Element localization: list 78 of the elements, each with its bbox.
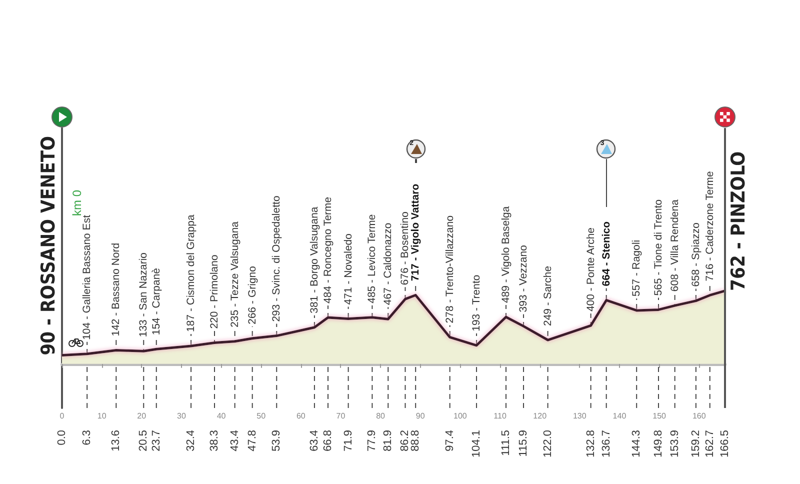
data-label: 716 - Caderzone Terme: [704, 170, 716, 282]
data-label: 266 - Grigno: [246, 266, 258, 324]
x-tick-label: 160: [692, 412, 706, 420]
x-tick-label: 90: [416, 412, 426, 420]
x-tick-label: 0: [60, 412, 65, 420]
data-label: 90 - ROSSANO VENETO: [38, 136, 60, 356]
x-tick-label: 150: [652, 412, 667, 420]
x2-tick-label: 47.8: [246, 430, 258, 452]
x2-tick-label: 77.9: [366, 430, 378, 452]
data-label: 393 - Vezzano: [518, 244, 530, 312]
data-label: 485 - Levico Terme: [366, 214, 378, 304]
data-label: 471 - Novaledo: [342, 233, 354, 305]
data-label: 142 - Bassano Nord: [110, 242, 122, 336]
data-label: 154 - Carpanè: [150, 268, 162, 336]
x-tick-label: 50: [256, 412, 266, 420]
data-label: 557 - Ragoli: [630, 240, 643, 296]
data-label: 489 - Vigolo Baselga: [500, 206, 512, 303]
data-label: 400 - Ponte Arche: [584, 227, 597, 312]
x2-tick-label: 53.9: [270, 430, 283, 452]
x2-tick-label: 20.5: [138, 430, 150, 452]
x2-tick-label: 38.3: [208, 430, 221, 452]
x2-tick-label: 63.4: [308, 430, 320, 452]
data-label: 717 - Vigolo Vattaro: [410, 184, 422, 282]
x2-tick-label: 122.0: [542, 430, 554, 458]
data-label: 608 - Villa Rendena: [668, 199, 681, 292]
data-label: 293 - Svinc. di Ospedaletto: [270, 196, 283, 322]
x2-tick-label: 111.5: [500, 430, 512, 456]
data-label: 467 - Caldonazzo: [382, 222, 394, 306]
x-tick-label: 60: [296, 412, 306, 420]
data-label: 484 - Roncegno Terme: [322, 196, 334, 304]
x2-tick-label: 66.8: [322, 430, 334, 452]
x-tick-label: 110: [494, 412, 507, 420]
x2-tick-label: 97.4: [444, 430, 456, 452]
x2-tick-label: 136.7: [600, 430, 612, 458]
x2-tick-label: 6.3: [81, 430, 94, 446]
x2-tick-label: 144.3: [630, 430, 643, 458]
data-label: 133 - San Nazario: [138, 252, 150, 338]
data-label: 565 - Tione di Trento: [652, 199, 664, 296]
x-tick-label: 80: [376, 412, 386, 420]
x-tick-label: 130: [572, 412, 587, 420]
x2-tick-label: 104.1: [470, 430, 483, 458]
data-label: 249 - Sarche: [542, 266, 554, 326]
x2-tick-label: 23.7: [150, 430, 162, 452]
x-tick-label: 100: [454, 412, 468, 420]
x2-tick-label: 43.4: [228, 430, 241, 452]
x2-tick-label: 88.8: [410, 430, 422, 452]
x-tick-label: 40: [216, 412, 226, 420]
data-label: 664 - Stenico: [600, 221, 612, 286]
x-tick-label: 10: [97, 412, 107, 420]
x2-tick-label: 115.9: [518, 430, 530, 457]
x-tick-label: 120: [533, 412, 548, 420]
data-label: 104 - Galleria Bassano Est: [81, 214, 94, 340]
x2-tick-label: 132.8: [584, 430, 597, 458]
data-label: 187 - Cismon del Grappa: [185, 214, 198, 332]
x2-tick-label: 81.9: [382, 430, 394, 452]
x-tick-label: 70: [336, 412, 346, 420]
x2-tick-label: 159.2: [690, 430, 702, 458]
x-tick-label: 140: [612, 412, 627, 420]
data-label: 235 - Tezze Valsugana: [228, 221, 241, 328]
x2-tick-label: 162.7: [704, 430, 716, 458]
x2-tick-label: 153.9: [668, 430, 681, 458]
data-label: 220 - Primolano: [208, 254, 221, 329]
data-label: 676 - Bosentino: [399, 211, 412, 286]
x2-tick-label: 0.0: [56, 430, 68, 446]
x2-tick-label: 166.5: [719, 430, 731, 458]
x-tick-label: 20: [137, 412, 147, 420]
x2-tick-label: 71.9: [342, 430, 354, 452]
annotation: km 0: [69, 190, 84, 216]
x2-tick-label: 13.6: [110, 430, 122, 452]
x2-tick-label: 32.4: [185, 430, 198, 452]
data-label: 193 - Trento: [470, 274, 483, 332]
data-label: 658 - Spiazzo: [690, 222, 702, 287]
data-label: 762 - PINZOLO: [728, 151, 750, 291]
data-label: 278 - Trento-Villazzano: [444, 215, 456, 324]
x2-tick-label: 149.8: [652, 430, 664, 458]
x-tick-label: 30: [177, 412, 186, 420]
x2-tick-label: 86.2: [399, 430, 412, 452]
data-label: 381 - Borgo Valsugana: [308, 206, 320, 314]
